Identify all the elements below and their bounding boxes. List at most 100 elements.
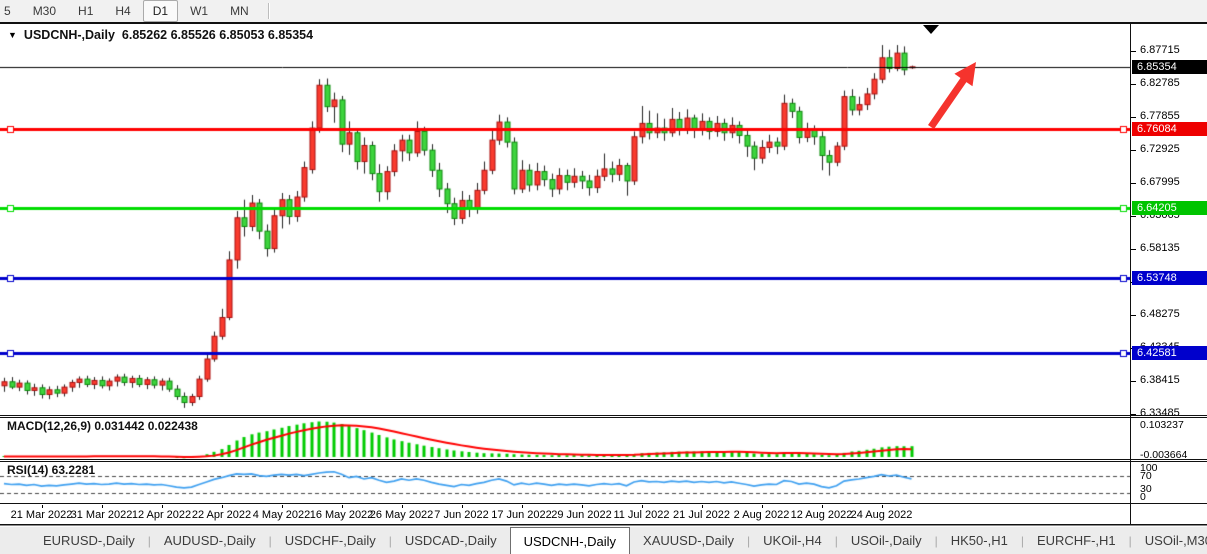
price-tick-mark [1131, 413, 1136, 415]
date-tick-label: 2 Aug 2022 [733, 509, 790, 521]
macd-panel-canvas[interactable] [0, 418, 1131, 460]
tab-xauusd-daily[interactable]: XAUUSD-,Daily [643, 533, 735, 548]
date-tick-mark [161, 505, 163, 508]
date-tick-label: 26 May 2022 [369, 509, 434, 521]
tab-eurchf-h1[interactable]: EURCHF-,H1 [1036, 533, 1116, 548]
date-tick-label: 17 Jun 2022 [491, 509, 552, 521]
date-tick-label: 11 Jul 2022 [613, 509, 670, 521]
tab-separator: | [147, 533, 151, 548]
price-chart-canvas[interactable] [0, 24, 1131, 416]
timeframe-m30[interactable]: M30 [32, 4, 57, 18]
tab-hk50-h1[interactable]: HK50-,H1 [950, 533, 1008, 548]
timeframe-d1[interactable]: D1 [142, 0, 179, 22]
panel-separator [0, 503, 1207, 504]
price-tick-mark [1131, 182, 1136, 184]
panel-separator[interactable] [0, 415, 1207, 416]
price-axis: 6.877156.827856.778556.729256.679956.630… [1131, 24, 1207, 525]
date-axis: 21 Mar 2022 31 Mar 2022 12 Apr 2022 22 Apr … [0, 505, 1130, 525]
price-level-box: 6.76084 [1132, 121, 1207, 136]
window-bottom-border [0, 524, 1207, 525]
timeframe-h4[interactable]: H4 [115, 4, 131, 18]
price-tick-label: 6.67995 [1140, 175, 1180, 188]
date-tick-mark [881, 505, 883, 508]
date-tick-mark [701, 505, 703, 508]
toolbar-separator [267, 3, 269, 19]
timeframe-5[interactable]: 5 [4, 4, 11, 18]
timeframe-mn[interactable]: MN [230, 4, 249, 18]
date-tick-mark [761, 505, 763, 508]
price-tick-mark [1131, 51, 1136, 52]
date-tick-label: 4 May 2022 [252, 509, 311, 521]
panel-separator[interactable] [0, 459, 1207, 460]
date-tick-mark [401, 505, 403, 508]
date-tick-label: 16 May 2022 [309, 509, 374, 521]
date-tick-label: 12 Apr 2022 [131, 509, 192, 521]
date-tick-mark [101, 505, 103, 508]
price-tick-label: 6.72925 [1140, 142, 1180, 155]
date-tick-label: 7 Jun 2022 [434, 509, 489, 521]
date-tick-mark [461, 505, 463, 508]
date-tick-mark [641, 505, 643, 508]
date-tick-mark [41, 505, 43, 508]
tab-separator: | [268, 533, 272, 548]
tab-usdcnh-daily[interactable]: USDCNH-,Daily [509, 527, 631, 554]
price-tick-mark [1131, 149, 1136, 151]
date-tick-mark [341, 505, 343, 508]
price-tick-mark [1131, 248, 1136, 250]
indicator-scale-label: 30 [1140, 483, 1152, 495]
date-tick-label: 21 Mar 2022 [10, 509, 73, 521]
tab-usdcad-daily[interactable]: USDCAD-,Daily [404, 533, 497, 548]
tab-separator: | [388, 533, 392, 548]
price-level-box: 6.53748 [1132, 271, 1207, 286]
date-tick-mark [281, 505, 283, 508]
timeframe-h1[interactable]: H1 [78, 4, 94, 18]
indicator-scale-label: 0.103237 [1140, 419, 1184, 431]
tab-separator: | [834, 533, 838, 548]
chart-title-symbol: USDCNH-,Daily [23, 28, 115, 42]
rsi-panel-canvas[interactable] [0, 462, 1131, 504]
symbol-dropdown-icon[interactable]: ▼ [8, 30, 17, 40]
tab-ukoil-h4[interactable]: UKOil-,H4 [763, 533, 822, 548]
date-tick-mark [521, 505, 523, 508]
tab-usdchf-daily[interactable]: USDCHF-,Daily [284, 533, 376, 548]
tab-separator: | [1020, 533, 1024, 548]
price-tick-mark [1131, 116, 1136, 118]
tab-usoil-m30[interactable]: USOil-,M30 [1144, 533, 1207, 548]
panel-separator[interactable] [0, 417, 1207, 418]
price-tick-label: 6.82785 [1140, 76, 1180, 89]
date-tick-label: 21 Jul 2022 [673, 509, 730, 521]
date-tick-label: 29 Jun 2022 [551, 509, 612, 521]
tab-separator: | [1128, 533, 1132, 548]
price-tick-label: 6.38415 [1140, 373, 1180, 386]
price-level-box: 6.85354 [1132, 59, 1207, 74]
price-tick-label: 6.48275 [1140, 307, 1180, 320]
indicator-scale-label: -0.003664 [1140, 449, 1188, 461]
date-tick-mark [581, 505, 583, 508]
price-tick-mark [1131, 380, 1136, 382]
indicator-scale-label: 100 [1140, 462, 1158, 474]
date-tick-label: 22 Apr 2022 [191, 509, 252, 521]
price-level-box: 6.64205 [1132, 201, 1207, 216]
panel-separator[interactable] [0, 461, 1207, 462]
tab-usoil-daily[interactable]: USOil-,Daily [850, 533, 922, 548]
price-level-box: 6.42581 [1132, 346, 1207, 361]
tab-separator: | [934, 533, 938, 548]
date-tick-label: 12 Aug 2022 [790, 509, 853, 521]
tab-eurusd-daily[interactable]: EURUSD-,Daily [43, 533, 135, 548]
price-tick-label: 6.58135 [1140, 241, 1180, 254]
rsi-label: RSI(14) 63.2281 [7, 463, 96, 477]
price-axis-line [1130, 24, 1131, 525]
price-tick-label: 6.77855 [1140, 109, 1180, 122]
chart-tabs-bar: EURUSD-,Daily | AUDUSD-,Daily | USDCHF-,Dail… [0, 526, 1207, 554]
macd-label: MACD(12,26,9) 0.031442 0.022438 [7, 419, 198, 433]
chart-window: ▼ USDCNH-,Daily 6.85262 6.85526 6.85053 … [0, 24, 1207, 525]
tab-audusd-daily[interactable]: AUDUSD-,Daily [163, 533, 256, 548]
timeframe-w1[interactable]: W1 [190, 4, 209, 18]
indicator-scale-label: 70 [1140, 470, 1152, 482]
timeframe-toolbar: 5 M30 H1 H4 D1 W1 MN [0, 0, 1207, 23]
window-border [0, 22, 1207, 24]
date-tick-mark [221, 505, 223, 508]
date-tick-mark [821, 505, 823, 508]
date-tick-label: 31 Mar 2022 [70, 509, 133, 521]
